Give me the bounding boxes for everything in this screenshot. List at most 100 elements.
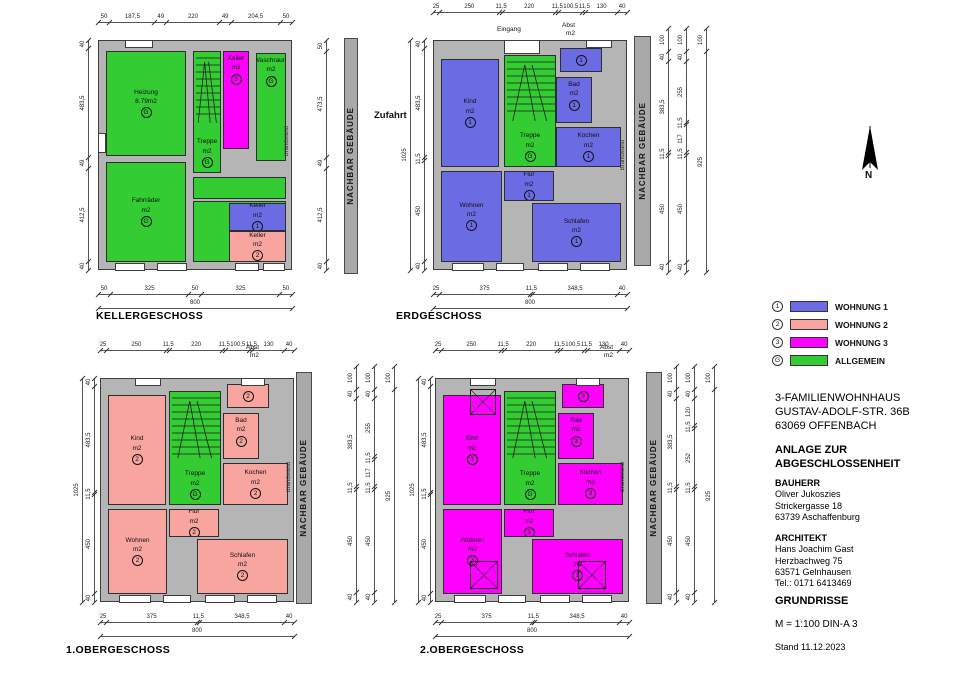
room-area-label: m2 xyxy=(569,90,579,98)
dimension-chain: 1025 xyxy=(410,375,422,605)
stair-icon xyxy=(507,397,555,459)
window xyxy=(241,378,265,386)
room-name: Kind xyxy=(463,98,477,106)
dimension-value: 11,5 xyxy=(497,342,509,348)
unit-circle-g: G xyxy=(140,107,152,119)
dimension-value: 49 xyxy=(221,14,229,20)
dimension-value: 483,5 xyxy=(422,432,428,448)
dimension-value: 130 xyxy=(596,4,607,10)
window xyxy=(504,40,540,54)
room-area-label: m2 xyxy=(132,546,143,553)
room-area-label: m2 xyxy=(467,546,478,553)
unit-circle-2: 2 xyxy=(235,435,247,447)
room-name: Wohnen xyxy=(459,201,484,209)
dimension-value: 450 xyxy=(366,535,372,546)
roof-window-icon xyxy=(578,561,606,589)
window xyxy=(496,263,524,271)
dimension-value: 255 xyxy=(678,86,684,97)
dimension-value: 483,5 xyxy=(416,95,422,111)
project-address: 3-FAMILIENWOHNHAUS GUSTAV-ADOLF-STR. 36B… xyxy=(775,392,910,433)
dimension-line xyxy=(82,378,83,602)
dimension-value: 11,5 xyxy=(553,342,565,348)
dimension-value: 50 xyxy=(282,286,290,292)
unit-circle-1: 1 xyxy=(568,99,580,111)
dimension-value: 40 xyxy=(618,286,626,292)
annotation-abst: Abst xyxy=(600,344,614,351)
stair-icon xyxy=(507,61,555,122)
window xyxy=(235,263,259,271)
room-kochen: Kochen m2 2 xyxy=(223,463,288,505)
dimension-value: 100 xyxy=(706,372,712,383)
dimension-value: 25 xyxy=(432,286,440,292)
window xyxy=(470,378,496,386)
unit-circle-3: 3 xyxy=(466,453,478,465)
dimension-chain: 25 375 11,5 348,5 40 xyxy=(97,614,297,626)
dimension-value: 252 xyxy=(686,452,692,463)
dimension-line xyxy=(98,22,292,23)
room-name: Waschraum xyxy=(257,57,285,64)
room-area-label: m2 xyxy=(573,561,582,569)
room-schlafen: Schlafenm23 xyxy=(532,539,623,594)
window xyxy=(135,378,161,386)
dimension-line xyxy=(435,636,629,637)
room-area-label: m2 xyxy=(525,141,535,149)
window xyxy=(98,133,106,153)
window xyxy=(157,263,187,271)
room-name: Bad xyxy=(570,417,582,424)
room-name: Treppe xyxy=(196,138,218,146)
dimension-value: 11,5 xyxy=(578,4,590,10)
room-keller: Keller m2 3 xyxy=(223,51,249,149)
dimension-value: 11,5 xyxy=(525,286,538,292)
dimension-value: 1025 xyxy=(410,483,416,497)
dimension-value: 375 xyxy=(481,614,492,620)
dimension-value: 348,5 xyxy=(567,286,583,292)
dimension-chain: 800 xyxy=(432,628,632,640)
dimension-value: 187,5 xyxy=(124,14,140,20)
wohnung2-swatch xyxy=(790,319,828,330)
dimension-tick-icon xyxy=(421,267,428,273)
building-kellergeschoss: Heizung8.79m2GTreppem2GKellerm23Waschrau… xyxy=(98,40,292,271)
dimension-value: 130 xyxy=(598,342,609,348)
dimension-value: 383,5 xyxy=(668,434,674,450)
dimension-value: 40 xyxy=(285,614,293,620)
dimension-value: 11,5 xyxy=(192,614,205,620)
dimension-value: 450 xyxy=(686,535,692,546)
dimension-value: 250 xyxy=(131,342,142,348)
unit-circle-1: 1 xyxy=(464,116,476,128)
room-area-label: m2 xyxy=(231,64,241,72)
room-treppe: Treppe m2 G xyxy=(504,391,556,505)
room-bad: Bad m2 3 xyxy=(558,413,594,459)
neighbor-building-bar: NACHBAR GEBÄUDE xyxy=(646,372,662,604)
room-kind: Kind m2 2 xyxy=(108,395,166,505)
building-obergeschoss2: Kind m2 3 Treppe m2 G 3 Bad m2 3 Kochen m2 3 Flur m2 3 W… xyxy=(435,378,629,603)
dimension-value: 40 xyxy=(285,342,293,348)
dimension-value: 800 xyxy=(189,300,201,306)
unit-circle-2: 2 xyxy=(188,526,200,536)
unit-circle-3: 3 xyxy=(585,487,596,499)
room-treppe: Treppe m2 G xyxy=(504,55,556,167)
window xyxy=(576,378,600,386)
room-flur: Flur m2 2 xyxy=(169,509,219,537)
room-area: 3 xyxy=(562,384,604,408)
room-flur: Flur m2 1 xyxy=(504,171,554,201)
dimension-line xyxy=(394,366,395,602)
room-name: Treppe xyxy=(519,470,541,478)
dimension-value: 250 xyxy=(466,342,477,348)
neighbor-building-label: NACHBAR GEBÄUDE xyxy=(299,439,309,537)
dimension-value: 450 xyxy=(416,205,422,216)
dimension-value: 1025 xyxy=(402,148,408,162)
dimension-tick-icon xyxy=(79,599,86,605)
annotation-m2: m2 xyxy=(566,30,576,37)
dimension-chain: 100 40 255 11,5 117 11,5 450 40 xyxy=(678,25,690,275)
dimension-line xyxy=(98,308,292,309)
room-schlafen: Schlafen m2 2 xyxy=(197,539,288,594)
dimension-value: 25 xyxy=(99,342,107,348)
north-label: N xyxy=(865,170,873,181)
circle-2-icon: 2 xyxy=(772,319,783,330)
dimension-value: 100 xyxy=(366,372,372,383)
neighbor-building-label: NACHBAR GEBÄUDE xyxy=(346,107,356,205)
window xyxy=(263,263,285,271)
room-wohnen: Wohnen m2 1 xyxy=(441,171,502,262)
window xyxy=(454,595,486,603)
